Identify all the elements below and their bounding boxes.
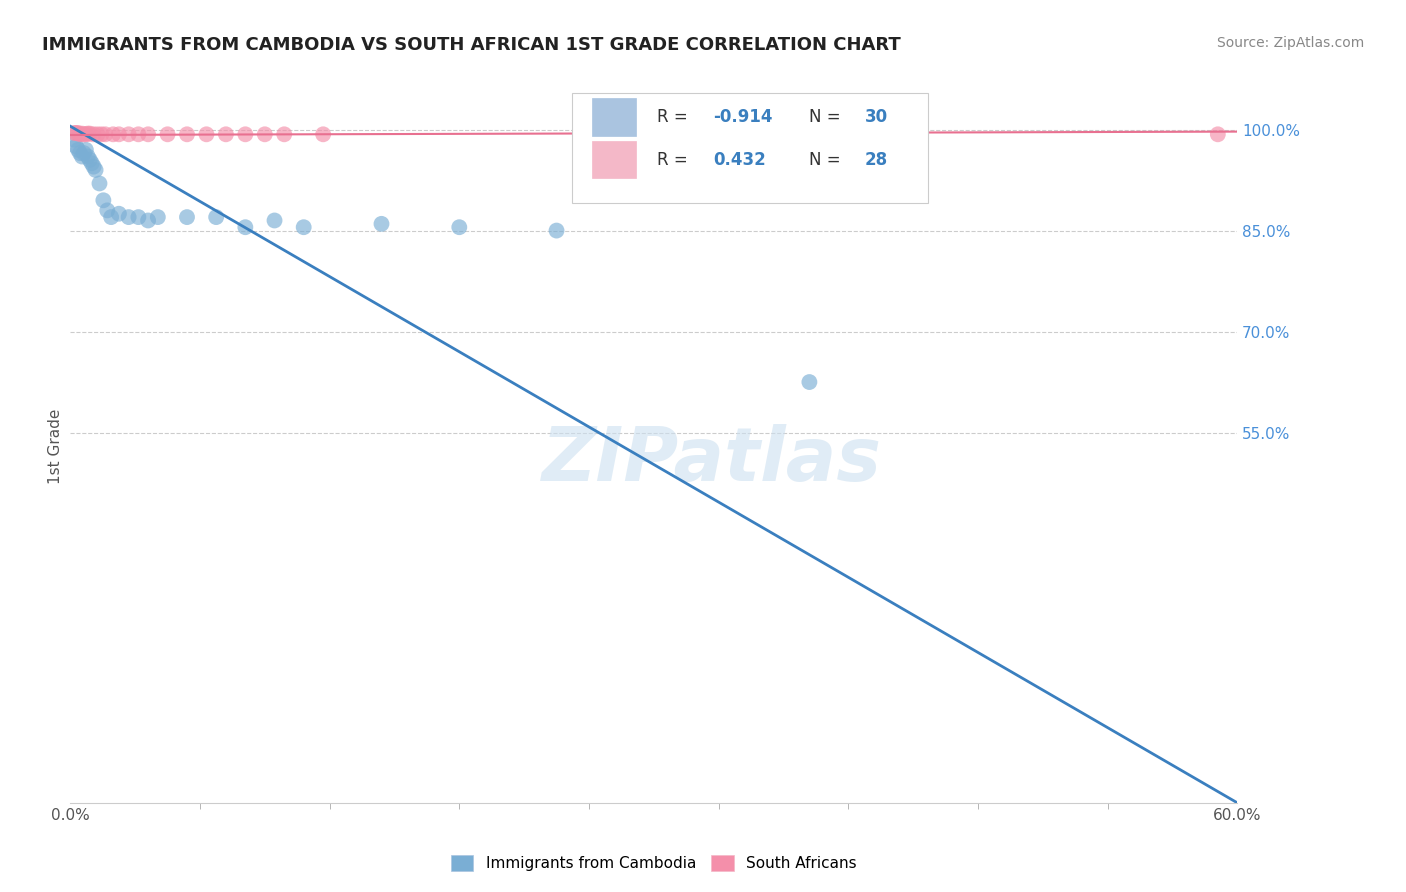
- Point: [79, 127, 101, 141]
- Point: [235, 128, 257, 142]
- Point: [195, 128, 218, 142]
- Point: [205, 210, 228, 224]
- Y-axis label: 1st Grade: 1st Grade: [48, 409, 63, 483]
- Point: [136, 128, 159, 142]
- Point: [546, 223, 568, 237]
- Point: [83, 160, 105, 174]
- Bar: [592, 141, 637, 178]
- Text: N =: N =: [808, 108, 846, 126]
- Point: [96, 203, 118, 218]
- Point: [156, 128, 179, 142]
- Text: Source: ZipAtlas.com: Source: ZipAtlas.com: [1216, 36, 1364, 50]
- Point: [118, 128, 141, 142]
- Point: [312, 128, 335, 142]
- Point: [292, 220, 315, 235]
- Point: [253, 128, 276, 142]
- Point: [65, 139, 87, 153]
- Point: [799, 375, 821, 389]
- Text: ZIPatlas: ZIPatlas: [543, 424, 882, 497]
- Point: [89, 177, 111, 191]
- Point: [108, 128, 131, 142]
- Text: R =: R =: [657, 151, 693, 169]
- Point: [263, 213, 285, 227]
- Point: [176, 210, 198, 224]
- Point: [70, 149, 93, 163]
- Point: [76, 149, 98, 163]
- Text: IMMIGRANTS FROM CAMBODIA VS SOUTH AFRICAN 1ST GRADE CORRELATION CHART: IMMIGRANTS FROM CAMBODIA VS SOUTH AFRICA…: [42, 36, 901, 54]
- Point: [127, 128, 149, 142]
- Point: [127, 210, 149, 224]
- Point: [83, 128, 105, 142]
- Point: [63, 133, 86, 147]
- Point: [370, 217, 392, 231]
- Point: [273, 128, 295, 142]
- Text: 30: 30: [865, 108, 889, 126]
- Text: N =: N =: [808, 151, 846, 169]
- Point: [69, 128, 91, 142]
- Point: [90, 128, 112, 142]
- Point: [73, 128, 96, 142]
- Point: [67, 143, 90, 157]
- Point: [65, 126, 87, 140]
- Point: [146, 210, 169, 224]
- Text: 28: 28: [865, 151, 889, 169]
- Point: [176, 128, 198, 142]
- Point: [101, 128, 124, 142]
- Bar: [592, 98, 637, 136]
- Point: [63, 126, 86, 140]
- Point: [75, 143, 97, 157]
- Point: [118, 210, 141, 224]
- Text: R =: R =: [657, 108, 693, 126]
- Point: [1206, 128, 1229, 142]
- Point: [86, 128, 108, 142]
- Point: [80, 156, 103, 170]
- Text: -0.914: -0.914: [713, 108, 773, 126]
- Point: [67, 126, 90, 140]
- Point: [100, 210, 122, 224]
- Point: [84, 163, 107, 178]
- Point: [94, 128, 117, 142]
- Point: [79, 153, 101, 167]
- Point: [75, 128, 97, 142]
- Point: [70, 127, 93, 141]
- Point: [108, 207, 131, 221]
- Text: 0.432: 0.432: [713, 151, 766, 169]
- Legend: Immigrants from Cambodia, South Africans: Immigrants from Cambodia, South Africans: [444, 849, 863, 877]
- FancyBboxPatch shape: [572, 93, 928, 203]
- Point: [69, 146, 91, 161]
- Point: [76, 127, 98, 141]
- Point: [73, 146, 96, 161]
- Point: [235, 220, 257, 235]
- Point: [93, 194, 115, 208]
- Point: [449, 220, 471, 235]
- Point: [215, 128, 238, 142]
- Point: [136, 213, 159, 227]
